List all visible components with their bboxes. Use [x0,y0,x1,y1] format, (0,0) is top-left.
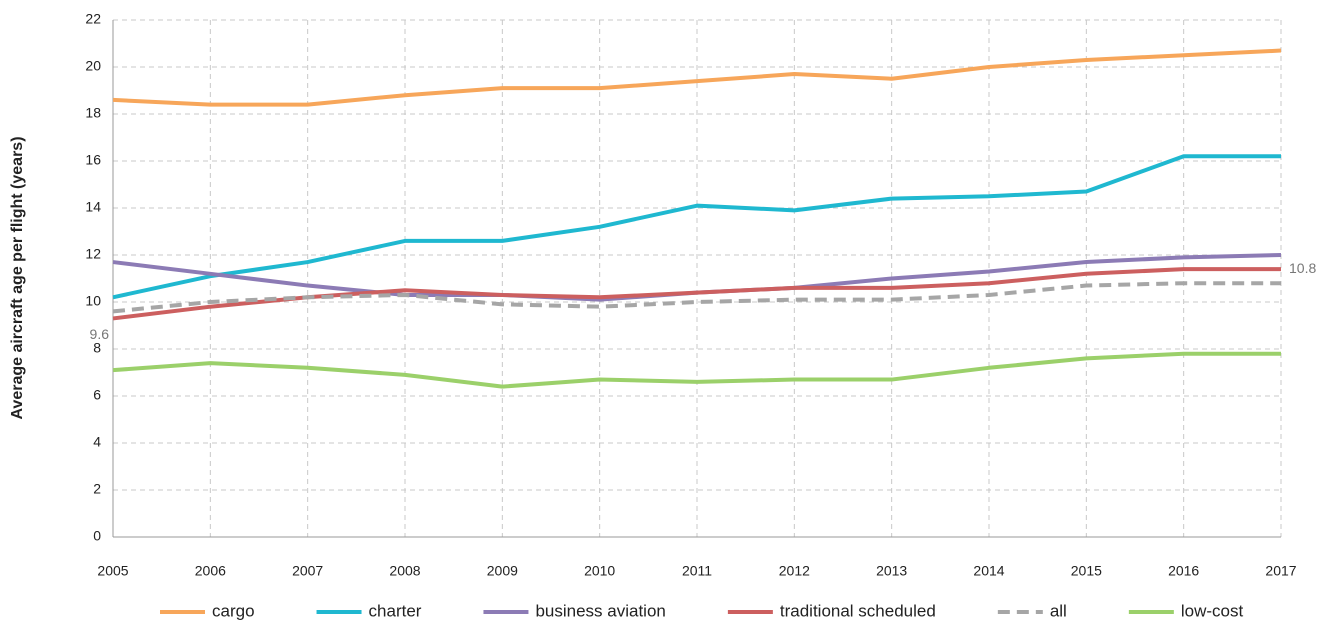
legend-label: charter [369,601,422,620]
data-label: 9.6 [90,326,110,342]
y-tick-label: 8 [93,340,101,356]
x-tick-label: 2016 [1168,563,1199,579]
y-tick-label: 6 [93,387,101,403]
x-tick-label: 2005 [97,563,128,579]
y-tick-label: 10 [85,293,101,309]
legend-label: all [1050,601,1067,620]
y-tick-label: 16 [85,152,101,168]
x-tick-label: 2007 [292,563,323,579]
y-axis-title: Average aircraft age per flight (years) [9,136,26,419]
x-tick-label: 2017 [1265,563,1296,579]
y-tick-label: 0 [93,528,101,544]
legend-label: traditional scheduled [780,601,936,620]
data-label: 10.8 [1289,260,1316,276]
legend-label: business aviation [535,601,665,620]
legend-label: low-cost [1181,601,1244,620]
x-tick-label: 2010 [584,563,615,579]
y-tick-label: 12 [85,246,101,262]
series-line [112,281,1281,314]
x-tick-label: 2013 [876,563,907,579]
y-tick-label: 4 [93,434,101,450]
x-tick-label: 2014 [973,563,1004,579]
x-tick-label: 2011 [682,563,712,579]
x-tick-label: 2009 [487,563,518,579]
series-line [112,154,1281,300]
x-tick-label: 2006 [195,563,226,579]
y-tick-label: 2 [93,481,101,497]
y-tick-label: 18 [85,105,101,121]
y-tick-label: 20 [85,58,101,74]
x-tick-label: 2012 [779,563,810,579]
series-line [112,48,1282,107]
x-tick-label: 2015 [1071,563,1102,579]
legend-label: cargo [212,601,255,620]
x-tick-label: 2008 [389,563,420,579]
y-tick-label: 22 [85,11,101,27]
series-line [112,351,1281,389]
y-tick-label: 14 [85,199,101,215]
